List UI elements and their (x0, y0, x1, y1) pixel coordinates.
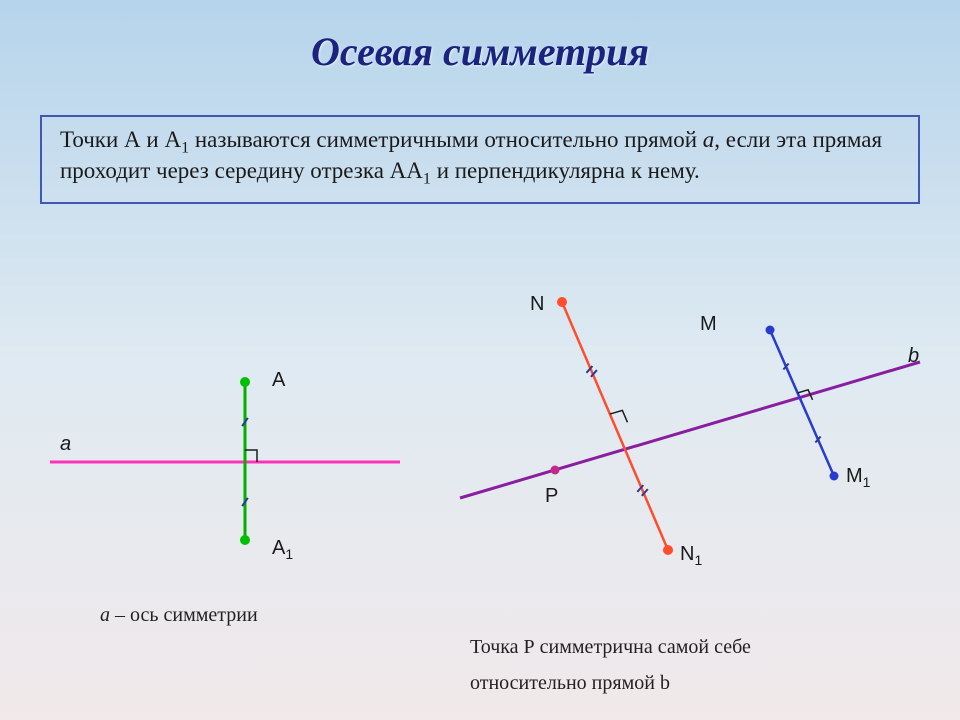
title-text: Осевая симметрия (311, 29, 649, 74)
definition-box: Точки А и А1 называются симметричными от… (40, 115, 920, 204)
label-p: P (545, 485, 558, 507)
page-title: Осевая симметрия (0, 28, 960, 75)
label-axis-a: a (60, 433, 71, 455)
label-n1: N1 (680, 543, 702, 568)
point-p (551, 466, 560, 475)
point-m (766, 326, 775, 335)
label-m1: M1 (846, 465, 871, 490)
point-n (557, 297, 567, 307)
label-a1: А1 (272, 537, 293, 562)
label-n: N (530, 293, 544, 315)
point-n1 (663, 545, 673, 555)
label-a: А (272, 369, 286, 391)
slide-page: Осевая симметрия Точки А и А1 называются… (0, 0, 960, 720)
point-a1 (240, 535, 250, 545)
diagram-right: N N1 M M1 Pb (430, 260, 940, 580)
point-a (240, 377, 250, 387)
diagram-left-svg: А А1 a (40, 330, 430, 590)
definition-text: Точки А и А1 называются симметричными от… (60, 127, 882, 183)
caption-axis-a: a – ось симметрии (100, 604, 258, 627)
segment-nn1 (562, 302, 668, 550)
point-m1 (830, 472, 839, 481)
diagram-left: А А1 a (40, 330, 430, 590)
label-axis-b: b (908, 345, 919, 367)
caption-point-p-1: Точка Р симметрична самой себе (470, 636, 751, 659)
caption-point-p-2: относительно прямой b (470, 672, 670, 695)
diagram-right-svg: N N1 M M1 Pb (430, 260, 940, 580)
label-m: M (700, 313, 717, 335)
